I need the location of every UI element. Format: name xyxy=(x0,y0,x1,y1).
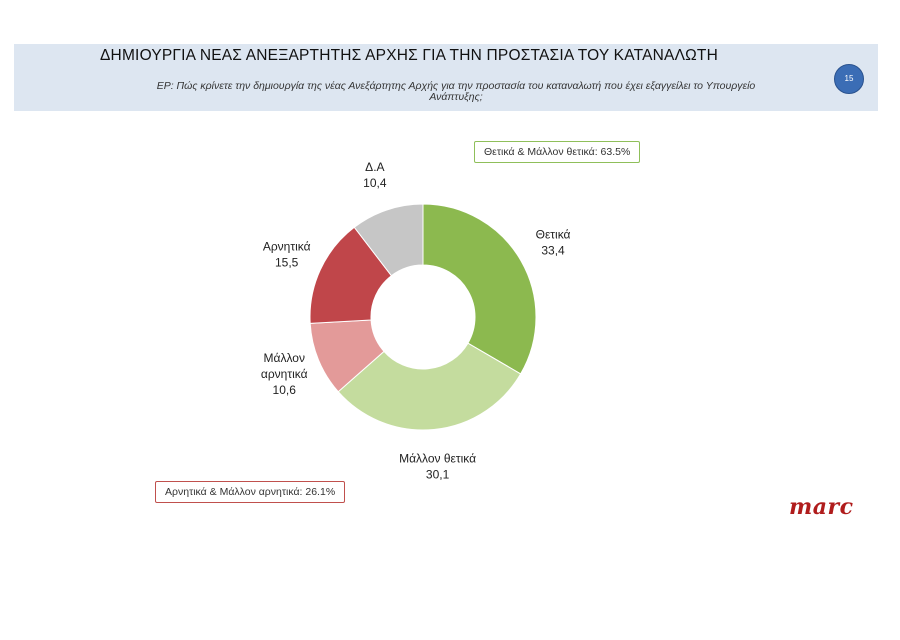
slice-value-label-2: 10,6 xyxy=(273,383,297,397)
page-number-badge: 15 xyxy=(834,64,864,94)
slice-category-label-1: Μάλλον θετικά xyxy=(399,451,476,465)
slice-category-label-4: Δ.Α xyxy=(365,160,384,174)
slice-value-label-3: 15,5 xyxy=(275,255,299,269)
slice-value-label-1: 30,1 xyxy=(426,467,450,481)
header-banner: ΔΗΜΙΟΥΡΓΙΑ ΝΕΑΣ ΑΝΕΞΑΡΤΗΤΗΣ ΑΡΧΗΣ ΓΙΑ ΤΗ… xyxy=(14,44,878,111)
positive-summary-box: Θετικά & Μάλλον θετικά: 63.5% xyxy=(474,141,641,163)
slice-value-label-0: 33,4 xyxy=(541,243,565,257)
negative-summary-box: Αρνητικά & Μάλλον αρνητικά: 26.1% xyxy=(155,481,346,503)
marc-logo: marc xyxy=(789,494,854,520)
slice-value-label-4: 10,4 xyxy=(363,176,387,190)
donut-slice-4 xyxy=(353,203,424,277)
slice-category-label-2: Μάλλον xyxy=(264,351,305,365)
slice-category-label-2: αρνητικά xyxy=(261,367,308,381)
survey-question: ΕΡ: Πώς κρίνετε την δημιουργία της νέας … xyxy=(106,81,806,103)
survey-question-line-2: Ανάπτυξης; xyxy=(429,91,483,103)
slice-category-label-3: Αρνητικά xyxy=(263,239,311,253)
donut-slice-1 xyxy=(337,342,522,431)
survey-question-line-1: ΕΡ: Πώς κρίνετε την δημιουργία της νέας … xyxy=(156,80,756,92)
page-title: ΔΗΜΙΟΥΡΓΙΑ ΝΕΑΣ ΑΝΕΞΑΡΤΗΤΗΣ ΑΡΧΗΣ ΓΙΑ ΤΗ… xyxy=(100,47,718,64)
donut-slice-0 xyxy=(422,203,537,375)
slice-category-label-0: Θετικά xyxy=(536,227,571,241)
